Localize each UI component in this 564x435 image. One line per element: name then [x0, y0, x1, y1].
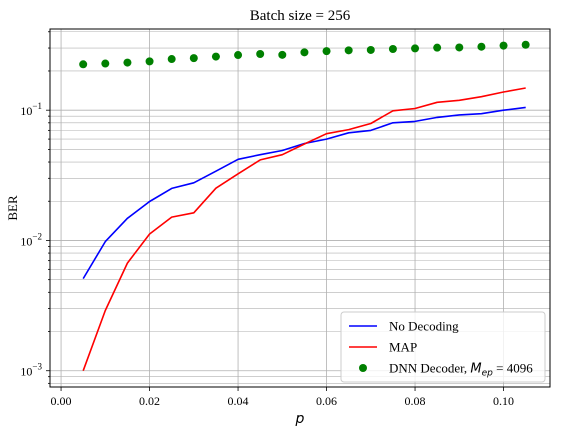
- legend-label-dnn-math: M: [470, 362, 481, 377]
- x-tick-label: 0.06: [316, 394, 337, 408]
- legend-label-map: MAP: [389, 340, 417, 355]
- legend-label-dnn-prefix: DNN Decoder,: [389, 361, 470, 376]
- series-point-2: [167, 55, 176, 64]
- series-point-2: [477, 42, 486, 51]
- plot-frame: [49, 28, 551, 388]
- series-point-2: [278, 50, 287, 59]
- series-point-2: [433, 43, 442, 52]
- legend: No Decoding MAP DNN Decoder, Mep = 4096: [340, 311, 546, 383]
- y-tick-label: 10−3: [20, 362, 42, 379]
- series-point-2: [123, 58, 132, 67]
- x-axis-label: p: [295, 411, 305, 427]
- series-point-2: [344, 46, 353, 55]
- legend-box: [340, 311, 546, 383]
- series-line-1: [82, 87, 526, 371]
- series-point-2: [79, 60, 88, 69]
- legend-label-dnn-decoder: DNN Decoder, Mep = 4096: [389, 361, 533, 379]
- legend-label-dnn-suffix: = 4096: [493, 361, 533, 376]
- series-point-2: [145, 57, 154, 66]
- series-point-2: [211, 52, 220, 61]
- plot-series: [79, 40, 530, 371]
- y-tick-label-base: 10: [20, 104, 32, 118]
- legend-marker-dnn-decoder: [359, 364, 367, 372]
- y-tick-label-exponent: −2: [32, 231, 42, 241]
- chart-title: Batch size = 256: [250, 8, 351, 24]
- series-point-2: [499, 41, 508, 50]
- series-point-2: [256, 49, 265, 58]
- x-tick-label: 0.00: [51, 394, 72, 408]
- y-tick-label: 10−1: [20, 101, 42, 118]
- series-point-2: [366, 45, 375, 54]
- y-tick-label-exponent: −3: [32, 362, 42, 372]
- series-point-2: [521, 40, 530, 49]
- legend-label-no-decoding: No Decoding: [389, 319, 459, 334]
- series-point-2: [322, 47, 331, 56]
- series-point-2: [300, 48, 309, 57]
- series-point-2: [101, 59, 110, 68]
- y-axis-label: BER: [5, 195, 20, 221]
- y-tick-label-base: 10: [20, 365, 32, 379]
- y-tick-label-base: 10: [20, 234, 32, 248]
- series-point-2: [455, 43, 464, 52]
- y-tick-label: 10−2: [20, 231, 42, 248]
- legend-label-dnn-sub: ep: [482, 369, 494, 379]
- x-tick-label: 0.08: [405, 394, 426, 408]
- grid: [50, 29, 550, 387]
- x-tick-label: 0.04: [228, 394, 249, 408]
- series-point-2: [411, 44, 420, 53]
- y-tick-label-exponent: −1: [32, 101, 42, 111]
- x-tick-label: 0.02: [139, 394, 160, 408]
- series-point-2: [189, 54, 198, 63]
- x-tick-label: 0.10: [493, 394, 514, 408]
- series-point-2: [234, 51, 243, 60]
- series-point-2: [388, 44, 397, 53]
